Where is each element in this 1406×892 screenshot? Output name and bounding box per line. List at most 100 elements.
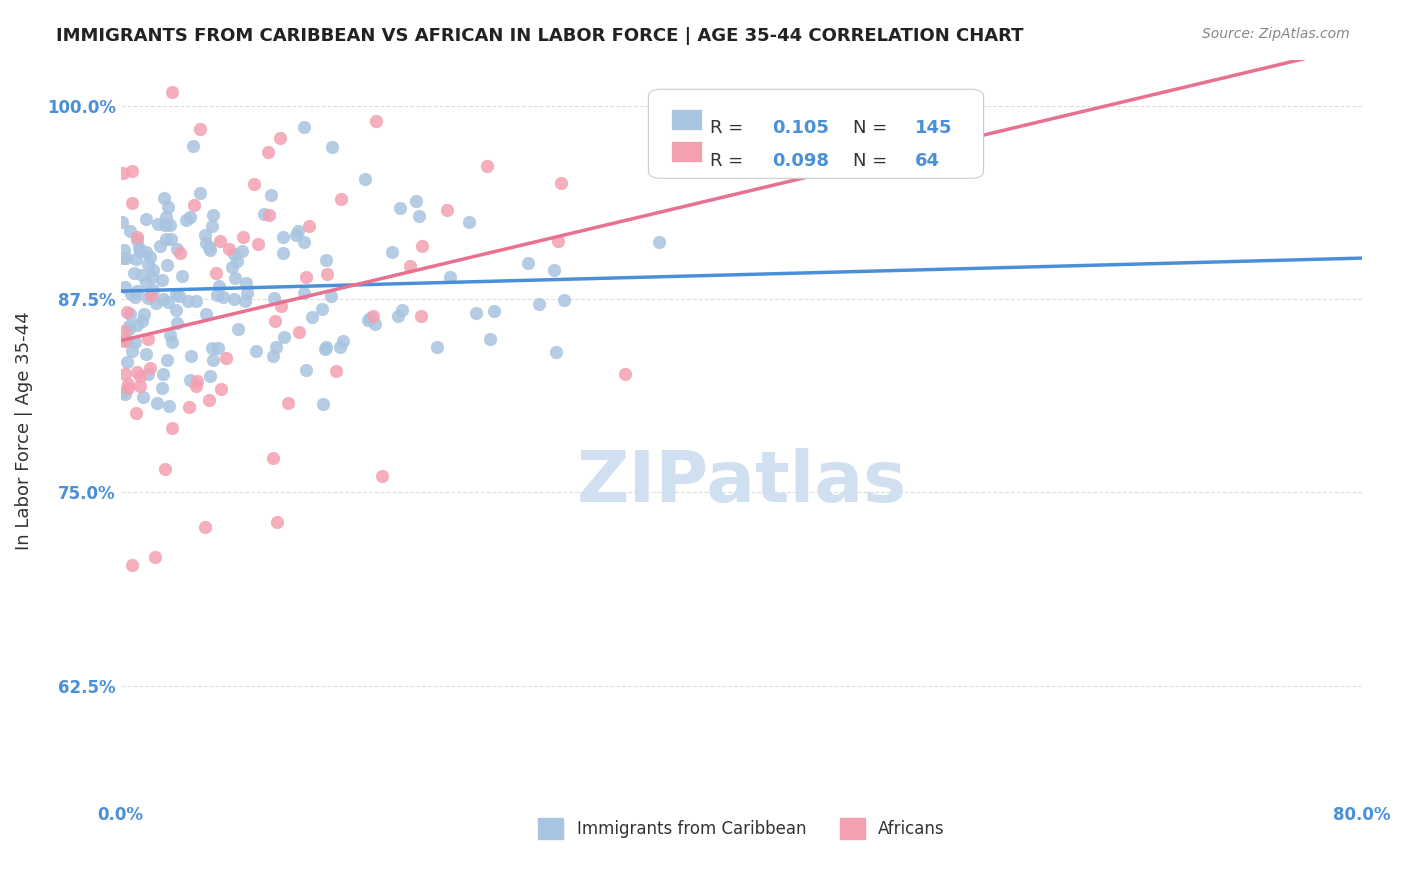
- Point: [233, 294, 256, 309]
- Point: [131, 390, 153, 404]
- Point: [198, 392, 221, 407]
- Point: [271, 229, 294, 244]
- Point: [152, 191, 174, 205]
- Point: [139, 360, 162, 375]
- Point: [226, 322, 249, 336]
- Point: [329, 340, 352, 354]
- Point: [136, 367, 159, 381]
- Point: [315, 340, 337, 354]
- Point: [155, 232, 177, 246]
- Point: [321, 140, 343, 154]
- FancyBboxPatch shape: [648, 89, 984, 178]
- Point: [389, 202, 412, 216]
- Point: [436, 202, 458, 217]
- Point: [142, 263, 165, 277]
- Point: [167, 289, 190, 303]
- Point: [198, 243, 221, 257]
- Point: [200, 341, 222, 355]
- Point: [292, 235, 315, 249]
- Text: R =: R =: [710, 153, 744, 170]
- Point: [177, 401, 200, 415]
- Point: [359, 310, 381, 325]
- Point: [186, 379, 208, 393]
- Point: [222, 247, 245, 261]
- Point: [159, 218, 181, 232]
- Point: [118, 319, 141, 334]
- Point: [165, 303, 187, 318]
- Point: [277, 396, 299, 410]
- Point: [205, 288, 228, 302]
- Point: [146, 217, 169, 231]
- Point: [426, 340, 449, 354]
- Point: [159, 327, 181, 342]
- Point: [122, 266, 145, 280]
- Point: [195, 235, 218, 250]
- Text: 0.098: 0.098: [772, 153, 830, 170]
- Point: [235, 276, 257, 290]
- Point: [186, 375, 208, 389]
- Point: [135, 245, 157, 260]
- Point: [114, 280, 136, 294]
- Point: [131, 313, 153, 327]
- Point: [160, 334, 183, 349]
- Point: [411, 239, 433, 253]
- Point: [125, 318, 148, 332]
- Point: [295, 270, 318, 285]
- Point: [115, 251, 138, 265]
- Point: [314, 342, 336, 356]
- Point: [287, 224, 309, 238]
- Point: [231, 244, 253, 259]
- Point: [180, 349, 202, 363]
- Point: [112, 252, 135, 266]
- Point: [166, 316, 188, 330]
- Point: [544, 344, 567, 359]
- Point: [138, 333, 160, 347]
- Point: [253, 207, 276, 221]
- Point: [218, 243, 240, 257]
- Point: [194, 307, 217, 321]
- Point: [135, 347, 157, 361]
- Point: [150, 381, 173, 395]
- Point: [112, 243, 135, 257]
- Point: [207, 341, 229, 355]
- Point: [117, 334, 139, 348]
- Point: [112, 334, 135, 348]
- Text: 0.105: 0.105: [772, 119, 830, 137]
- Point: [179, 373, 201, 387]
- Point: [356, 312, 378, 326]
- Y-axis label: In Labor Force | Age 35-44: In Labor Force | Age 35-44: [15, 311, 32, 549]
- Point: [135, 212, 157, 227]
- Point: [332, 334, 354, 348]
- Point: [176, 213, 198, 227]
- Point: [292, 285, 315, 300]
- Point: [225, 254, 247, 268]
- Point: [212, 290, 235, 304]
- Point: [614, 367, 637, 381]
- Text: Source: ZipAtlas.com: Source: ZipAtlas.com: [1202, 27, 1350, 41]
- Point: [159, 232, 181, 246]
- Point: [832, 149, 855, 163]
- Point: [121, 558, 143, 572]
- Point: [547, 234, 569, 248]
- Point: [364, 114, 387, 128]
- Point: [125, 406, 148, 420]
- Point: [111, 215, 134, 229]
- Point: [553, 293, 575, 308]
- Point: [157, 399, 180, 413]
- Text: N =: N =: [853, 119, 887, 137]
- Point: [208, 279, 231, 293]
- Point: [329, 192, 352, 206]
- Point: [311, 302, 333, 317]
- Point: [129, 379, 152, 393]
- Point: [263, 291, 285, 305]
- Point: [160, 420, 183, 434]
- Point: [125, 252, 148, 267]
- Point: [224, 271, 246, 285]
- Bar: [671, 110, 702, 130]
- Point: [354, 171, 377, 186]
- Point: [131, 268, 153, 283]
- Point: [266, 515, 288, 529]
- Point: [125, 230, 148, 244]
- Point: [245, 344, 267, 359]
- Point: [256, 145, 278, 159]
